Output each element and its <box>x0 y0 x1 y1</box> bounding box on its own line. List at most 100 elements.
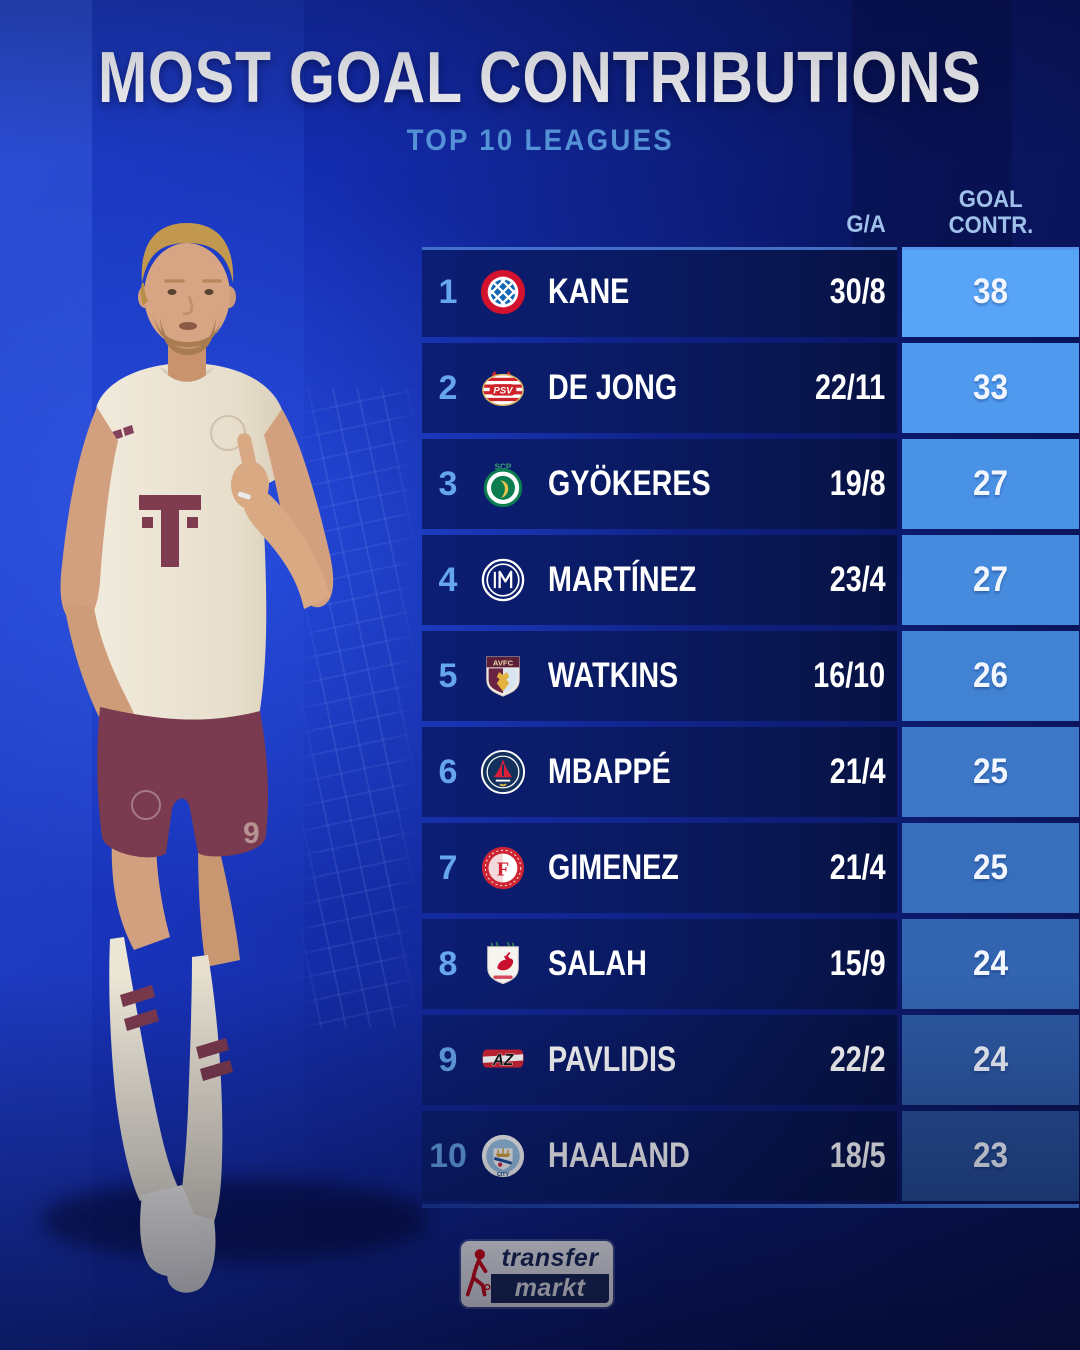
svg-text:AVFC: AVFC <box>493 658 514 667</box>
table-rows: 1 KANE 30/8 38 2 PSV DE JONG 22/11 <box>422 247 1079 1201</box>
ga-value: 21/4 <box>829 752 886 791</box>
goal-contr-value: 27 <box>972 560 1009 599</box>
feyenoord-badge-icon: F <box>481 846 525 890</box>
goal-contr-value: 26 <box>972 656 1009 695</box>
ga-value: 21/4 <box>829 848 886 887</box>
player-name: KANE <box>548 272 630 311</box>
table-row: 8 SALAH 15/9 24 <box>422 919 1079 1009</box>
player-name: SALAH <box>548 944 647 983</box>
club-badge-az: AZ <box>480 1037 526 1083</box>
player-name: PAVLIDIS <box>548 1040 677 1079</box>
player-name: HAALAND <box>548 1136 690 1175</box>
ga-value: 23/4 <box>829 560 886 599</box>
club-badge-psg <box>480 749 526 795</box>
liverpool-badge-icon <box>487 941 519 985</box>
stats-table: G/A GOAL CONTR. 1 KANE 30/8 38 2 <box>422 184 1079 1208</box>
player-name: MBAPPÉ <box>548 752 671 791</box>
svg-text:F: F <box>497 859 509 881</box>
goal-contr-value: 24 <box>972 944 1009 983</box>
goal-contributions-cell: 33 <box>902 343 1079 433</box>
svg-text:PSV: PSV <box>493 385 514 396</box>
sporting-cp-badge-icon: SCP <box>483 463 523 507</box>
table-row-main: 4 MARTÍNEZ 23/4 <box>422 535 897 625</box>
svg-text:AZ: AZ <box>492 1052 514 1069</box>
table-row: 7 F GIMENEZ 21/4 25 <box>422 823 1079 913</box>
table-row-main: 2 PSV DE JONG 22/11 <box>422 343 897 433</box>
player-photo-harry-kane: 9 <box>40 223 430 1293</box>
goal-contr-value: 25 <box>972 752 1009 791</box>
table-row-main: 10 CITY HAALAND 18/5 <box>422 1111 897 1201</box>
player-name: GIMENEZ <box>548 848 679 887</box>
table-row-main: 9 AZ PAVLIDIS 22/2 <box>422 1015 897 1105</box>
ga-value: 18/5 <box>829 1136 886 1175</box>
goal-contributions-cell: 25 <box>902 823 1079 913</box>
transfermarkt-logo-bottom: markt <box>491 1274 609 1303</box>
psg-badge-icon <box>480 749 526 795</box>
column-header-goal-contr: GOAL CONTR. <box>948 186 1033 239</box>
psv-badge-icon: PSV <box>482 370 524 407</box>
transfermarkt-player-icon <box>465 1249 491 1297</box>
inter-badge-icon <box>481 558 525 602</box>
rank-number: 5 <box>438 656 458 695</box>
ga-value: 30/8 <box>829 272 886 311</box>
club-badge-villa: AVFC <box>480 653 526 699</box>
club-badge-mancity: CITY <box>480 1133 526 1179</box>
player-name: GYÖKERES <box>548 464 711 503</box>
rank-number: 3 <box>438 464 458 503</box>
goal-contributions-cell: 25 <box>902 727 1079 817</box>
svg-text:CITY: CITY <box>497 1172 509 1178</box>
goal-contributions-cell: 23 <box>902 1111 1079 1201</box>
club-badge-bayern <box>480 269 526 315</box>
goal-contributions-cell: 26 <box>902 631 1079 721</box>
table-row-main: 7 F GIMENEZ 21/4 <box>422 823 897 913</box>
rank-number: 1 <box>438 272 458 311</box>
club-badge-psv: PSV <box>480 365 526 411</box>
table-row: 1 KANE 30/8 38 <box>422 247 1079 337</box>
aston-villa-badge-icon: AVFC <box>486 656 520 697</box>
table-row-main: 1 KANE 30/8 <box>422 247 897 337</box>
table-row: 5 AVFC WATKINS 16/10 26 <box>422 631 1079 721</box>
rank-number: 10 <box>429 1136 467 1175</box>
table-row: 2 PSV DE JONG 22/11 33 <box>422 343 1079 433</box>
goal-contr-value: 23 <box>972 1136 1009 1175</box>
table-bottom-accent <box>422 1204 1079 1208</box>
club-badge-feyenoord: F <box>480 845 526 891</box>
ga-value: 22/2 <box>829 1040 886 1079</box>
goal-contr-value: 25 <box>972 848 1009 887</box>
table-row: 10 CITY HAALAND 18/5 23 <box>422 1111 1079 1201</box>
goal-contributions-cell: 27 <box>902 439 1079 529</box>
player-name: DE JONG <box>548 368 678 407</box>
manchester-city-badge-icon: CITY <box>481 1134 525 1178</box>
transfermarkt-logo: transfer markt <box>461 1241 613 1307</box>
table-header: G/A GOAL CONTR. <box>422 184 1079 247</box>
ga-value: 16/10 <box>813 656 886 695</box>
table-row-main: 6 MBAPPÉ 21/4 <box>422 727 897 817</box>
player-name: WATKINS <box>548 656 679 695</box>
table-row: 9 AZ PAVLIDIS 22/2 24 <box>422 1015 1079 1105</box>
goal-contr-value: 24 <box>972 1040 1009 1079</box>
rank-number: 8 <box>438 944 458 983</box>
table-row-main: 5 AVFC WATKINS 16/10 <box>422 631 897 721</box>
rank-number: 6 <box>438 752 458 791</box>
transfermarkt-logo-top: transfer <box>501 1243 599 1272</box>
club-badge-liverpool <box>480 941 526 987</box>
table-row: 3 SCP GYÖKERES 19/8 27 <box>422 439 1079 529</box>
rank-number: 4 <box>438 560 458 599</box>
goal-contr-value: 38 <box>972 272 1009 311</box>
table-row: 6 MBAPPÉ 21/4 25 <box>422 727 1079 817</box>
az-alkmaar-badge-icon: AZ <box>482 1049 524 1069</box>
ga-value: 15/9 <box>829 944 886 983</box>
table-row-main: 8 SALAH 15/9 <box>422 919 897 1009</box>
page-subtitle: TOP 10 LEAGUES <box>0 124 1080 158</box>
goal-contributions-cell: 38 <box>902 247 1079 337</box>
ga-value: 22/11 <box>815 368 886 407</box>
svg-text:9: 9 <box>243 817 260 850</box>
goal-contributions-cell: 24 <box>902 1015 1079 1105</box>
goal-contributions-cell: 27 <box>902 535 1079 625</box>
column-header-ga: G/A <box>846 211 886 238</box>
goal-contributions-cell: 24 <box>902 919 1079 1009</box>
page-title-text: MOST GOAL CONTRIBUTIONS <box>98 38 982 118</box>
page-title: MOST GOAL CONTRIBUTIONS <box>0 42 1080 114</box>
table-row: 4 MARTÍNEZ 23/4 27 <box>422 535 1079 625</box>
